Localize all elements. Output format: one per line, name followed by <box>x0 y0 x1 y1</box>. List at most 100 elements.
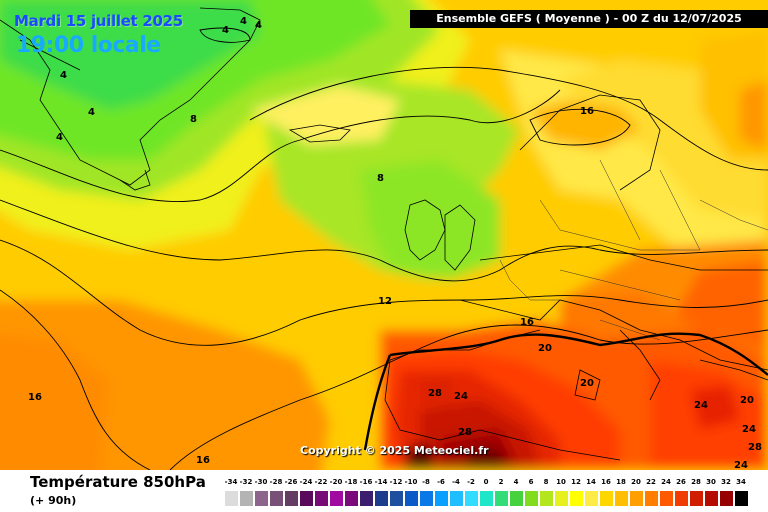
legend-cell: -30 <box>254 478 268 508</box>
legend-swatch <box>705 491 718 506</box>
legend-value: 12 <box>571 478 581 486</box>
legend-swatch <box>450 491 463 506</box>
legend-value: 2 <box>498 478 504 486</box>
legend-cell: -4 <box>449 478 463 508</box>
legend-cell: 22 <box>644 478 658 508</box>
iso-label: 28 <box>428 388 442 399</box>
legend-value: -28 <box>269 478 283 486</box>
legend-value: 24 <box>661 478 671 486</box>
isotherm-20-thick-west <box>363 354 392 451</box>
legend-swatch <box>630 491 643 506</box>
legend-cell: -22 <box>314 478 328 508</box>
iso-label: 4 <box>88 107 95 118</box>
legend-value: 30 <box>706 478 716 486</box>
iso-label: 28 <box>458 427 472 438</box>
iso-label: 24 <box>734 460 748 470</box>
legend-cell: 30 <box>704 478 718 508</box>
legend-swatch <box>690 491 703 506</box>
legend-cell: -18 <box>344 478 358 508</box>
legend-swatch <box>420 491 433 506</box>
legend-swatch <box>555 491 568 506</box>
iso-label: 4 <box>222 25 229 36</box>
iso-label: 8 <box>190 114 197 125</box>
legend-swatch <box>525 491 538 506</box>
legend-swatch <box>735 491 748 506</box>
legend-swatch <box>390 491 403 506</box>
legend-swatch <box>480 491 493 506</box>
legend-cell: 8 <box>539 478 553 508</box>
legend-swatch <box>495 491 508 506</box>
isotherm-labels: 4 4 4 4 4 4 8 8 12 16 16 16 16 20 20 24 … <box>28 16 762 470</box>
legend-cell: -12 <box>389 478 403 508</box>
iso-label: 16 <box>196 455 210 466</box>
iso-label: 20 <box>538 343 552 354</box>
legend-cell: 32 <box>719 478 733 508</box>
iso-label: 24 <box>742 424 756 435</box>
legend-cell: 26 <box>674 478 688 508</box>
legend-cell: 10 <box>554 478 568 508</box>
legend-value: -22 <box>314 478 328 486</box>
map-canvas: 4 4 4 4 4 4 8 8 12 16 16 16 16 20 20 24 … <box>0 0 768 470</box>
temperature-field <box>0 0 768 470</box>
legend-swatch <box>660 491 673 506</box>
legend-cell: 4 <box>509 478 523 508</box>
legend-swatch <box>585 491 598 506</box>
variable-title: Température 850hPa <box>30 473 206 491</box>
iso-label: 20 <box>580 378 594 389</box>
iso-label: 20 <box>740 395 754 406</box>
legend-value: 22 <box>646 478 656 486</box>
forecast-date: Mardi 15 juillet 2025 <box>14 12 183 30</box>
legend-value: 34 <box>736 478 746 486</box>
legend-value: -10 <box>404 478 418 486</box>
legend-swatch <box>570 491 583 506</box>
legend-value: -6 <box>437 478 445 486</box>
temperature-map: 4 4 4 4 4 4 8 8 12 16 16 16 16 20 20 24 … <box>0 0 768 470</box>
legend-value: -16 <box>359 478 373 486</box>
iso-label: 8 <box>377 173 384 184</box>
copyright-notice: Copyright © 2025 Meteociel.fr <box>300 444 489 457</box>
legend-value: -8 <box>422 478 430 486</box>
isotherm-20-thick <box>389 332 768 376</box>
legend-value: -18 <box>344 478 358 486</box>
isotherms <box>0 27 768 470</box>
legend-value: 32 <box>721 478 731 486</box>
legend-swatch <box>300 491 313 506</box>
legend-value: 8 <box>543 478 549 486</box>
legend-value: 4 <box>513 478 519 486</box>
legend-cell: 24 <box>659 478 673 508</box>
legend-swatch <box>675 491 688 506</box>
legend-value: 6 <box>528 478 534 486</box>
legend-value: -2 <box>467 478 475 486</box>
legend-swatch <box>720 491 733 506</box>
legend-cell: -32 <box>239 478 253 508</box>
forecast-local-time: 19:00 locale <box>16 33 161 58</box>
legend-swatch <box>240 491 253 506</box>
forecast-range: (+ 90h) <box>30 494 77 507</box>
legend-value: 18 <box>616 478 626 486</box>
legend-cell: -24 <box>299 478 313 508</box>
iso-label: 4 <box>60 70 67 81</box>
legend-cell: -26 <box>284 478 298 508</box>
legend-cell: 0 <box>479 478 493 508</box>
legend-swatch <box>345 491 358 506</box>
legend-swatch <box>375 491 388 506</box>
iso-label: 4 <box>255 20 262 31</box>
legend-cell: -10 <box>404 478 418 508</box>
iso-label: 16 <box>28 392 42 403</box>
iso-label: 28 <box>748 442 762 453</box>
legend-cell: 6 <box>524 478 538 508</box>
iso-label: 24 <box>454 391 468 402</box>
iso-label: 4 <box>240 16 247 27</box>
legend-cell: -28 <box>269 478 283 508</box>
legend-cell: 14 <box>584 478 598 508</box>
legend-cell: 18 <box>614 478 628 508</box>
iso-label: 24 <box>694 400 708 411</box>
legend-value: 16 <box>601 478 611 486</box>
legend-cell: 2 <box>494 478 508 508</box>
legend-bar: Température 850hPa (+ 90h) -34 -32 -30 -28-… <box>0 470 768 512</box>
legend-cell: -16 <box>359 478 373 508</box>
legend-swatch <box>600 491 613 506</box>
legend-value: 10 <box>556 478 566 486</box>
legend-value: -14 <box>374 478 388 486</box>
legend-value: -32 <box>239 478 253 486</box>
